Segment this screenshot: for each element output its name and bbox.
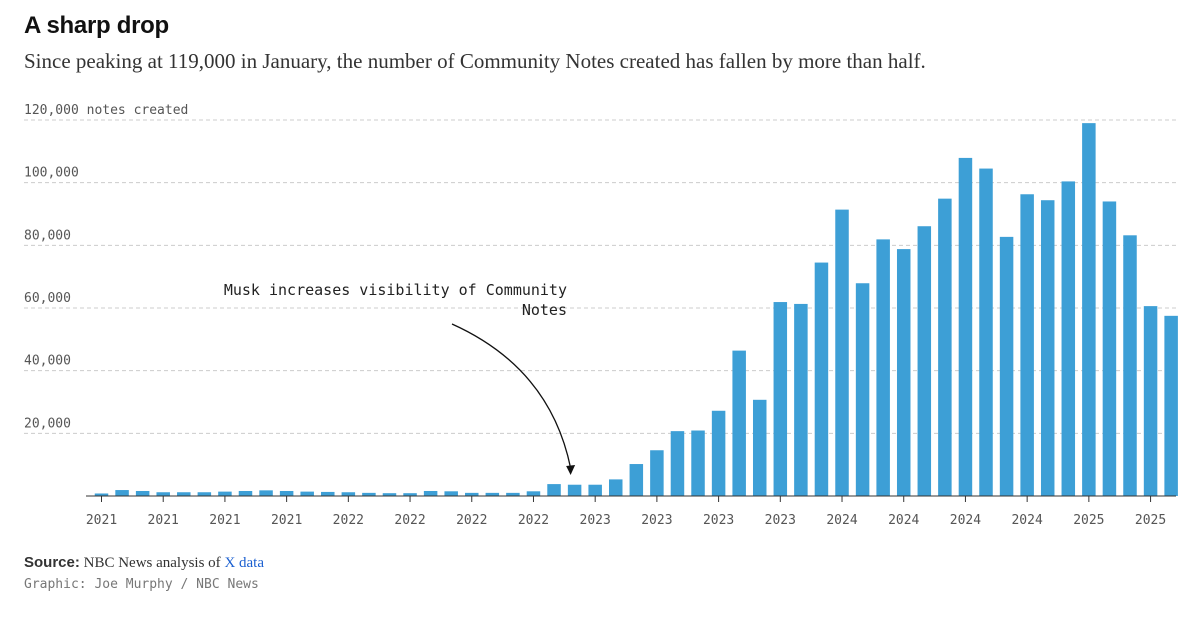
chart-title: A sharp drop xyxy=(24,12,169,39)
bar xyxy=(1164,315,1178,496)
bar xyxy=(115,490,129,496)
x-tick-label: 2021 xyxy=(271,513,302,528)
bar xyxy=(609,479,623,496)
bar xyxy=(526,491,541,496)
chart-subtitle: Since peaking at 119,000 in January, the… xyxy=(24,49,926,73)
x-tick-label: 2022 xyxy=(456,513,487,528)
x-tick-label: 2022 xyxy=(333,513,364,528)
bar xyxy=(876,239,890,496)
bar xyxy=(691,430,705,496)
x-tick-label: 2024 xyxy=(1011,513,1042,528)
x-tick-label: 2023 xyxy=(703,513,734,528)
bar xyxy=(135,490,150,496)
bar xyxy=(794,303,808,496)
bar xyxy=(485,492,500,496)
bar xyxy=(588,484,602,496)
x-tick-label: 2022 xyxy=(518,513,549,528)
source-text: NBC News analysis of xyxy=(83,555,221,571)
bar xyxy=(1123,235,1137,496)
bar xyxy=(1020,194,1034,496)
x-tick-label: 2021 xyxy=(209,513,240,528)
y-tick-label: 100,000 xyxy=(24,166,79,181)
bar xyxy=(423,490,438,496)
bar xyxy=(197,492,212,496)
bar xyxy=(238,490,253,496)
bar xyxy=(835,209,849,496)
bar xyxy=(1040,200,1055,497)
bar xyxy=(259,490,273,496)
source-line: Source: NBC News analysis of X data xyxy=(24,554,264,572)
x-tick-label: 2023 xyxy=(765,513,796,528)
bar xyxy=(506,492,520,496)
bar xyxy=(547,484,561,496)
x-tick-label: 2022 xyxy=(394,513,425,528)
bar xyxy=(362,492,376,496)
bar xyxy=(958,157,973,496)
x-tick-label: 2021 xyxy=(148,513,179,528)
y-tick-label: 80,000 xyxy=(24,228,71,243)
bar xyxy=(1143,306,1158,496)
bar xyxy=(732,350,746,496)
bar xyxy=(403,493,417,496)
bar xyxy=(855,283,870,496)
bar xyxy=(1061,181,1076,496)
x-tick-label: 2021 xyxy=(86,513,117,528)
x-tick-label: 2024 xyxy=(888,513,919,528)
bar xyxy=(321,491,335,496)
bar xyxy=(279,490,294,496)
x-axis: 2021 2021 2021 2021 2022 2022 2022 2022 2023 2023… xyxy=(86,495,1176,528)
annotation-arrow xyxy=(451,323,572,469)
source-label: Source: xyxy=(24,554,80,571)
bar xyxy=(752,399,767,496)
bars xyxy=(94,123,1178,497)
bar xyxy=(773,302,788,496)
bar xyxy=(218,491,232,496)
graphic-credit: Graphic: Joe Murphy / NBC News xyxy=(24,577,259,592)
bar xyxy=(156,492,170,496)
bar xyxy=(341,492,356,496)
annotation-text: Musk increases visibility of Community xyxy=(224,281,567,299)
bar xyxy=(917,226,932,496)
x-tick-label: 2025 xyxy=(1073,513,1104,528)
x-tick-label: 2025 xyxy=(1135,513,1166,528)
bar xyxy=(938,198,952,496)
x-tick-label: 2024 xyxy=(950,513,981,528)
y-tick-label: 60,000 xyxy=(24,291,71,306)
x-tick-label: 2023 xyxy=(641,513,672,528)
annotation: Musk increases visibility of Community No… xyxy=(224,281,576,475)
annotation-text: Notes xyxy=(522,301,567,319)
bar xyxy=(629,464,644,496)
x-tick-label: 2023 xyxy=(580,513,611,528)
bar xyxy=(814,262,829,496)
bar xyxy=(650,450,664,496)
bar xyxy=(670,431,685,496)
bar xyxy=(979,168,993,497)
bar xyxy=(999,236,1014,496)
bar xyxy=(94,493,109,496)
bar xyxy=(382,493,397,496)
bar xyxy=(1082,123,1096,496)
annotation-arrowhead xyxy=(566,465,576,475)
bar xyxy=(896,249,911,496)
y-tick-label: 120,000 notes created xyxy=(24,103,188,118)
x-tick-label: 2024 xyxy=(826,513,857,528)
bar xyxy=(1102,201,1117,496)
bar xyxy=(465,492,479,496)
bar xyxy=(711,410,726,496)
y-tick-label: 40,000 xyxy=(24,354,71,369)
bar xyxy=(300,491,314,496)
bar xyxy=(567,484,582,496)
bar xyxy=(177,492,191,496)
source-link[interactable]: X data xyxy=(224,555,265,571)
y-tick-label: 20,000 xyxy=(24,416,71,431)
bar xyxy=(444,491,458,496)
